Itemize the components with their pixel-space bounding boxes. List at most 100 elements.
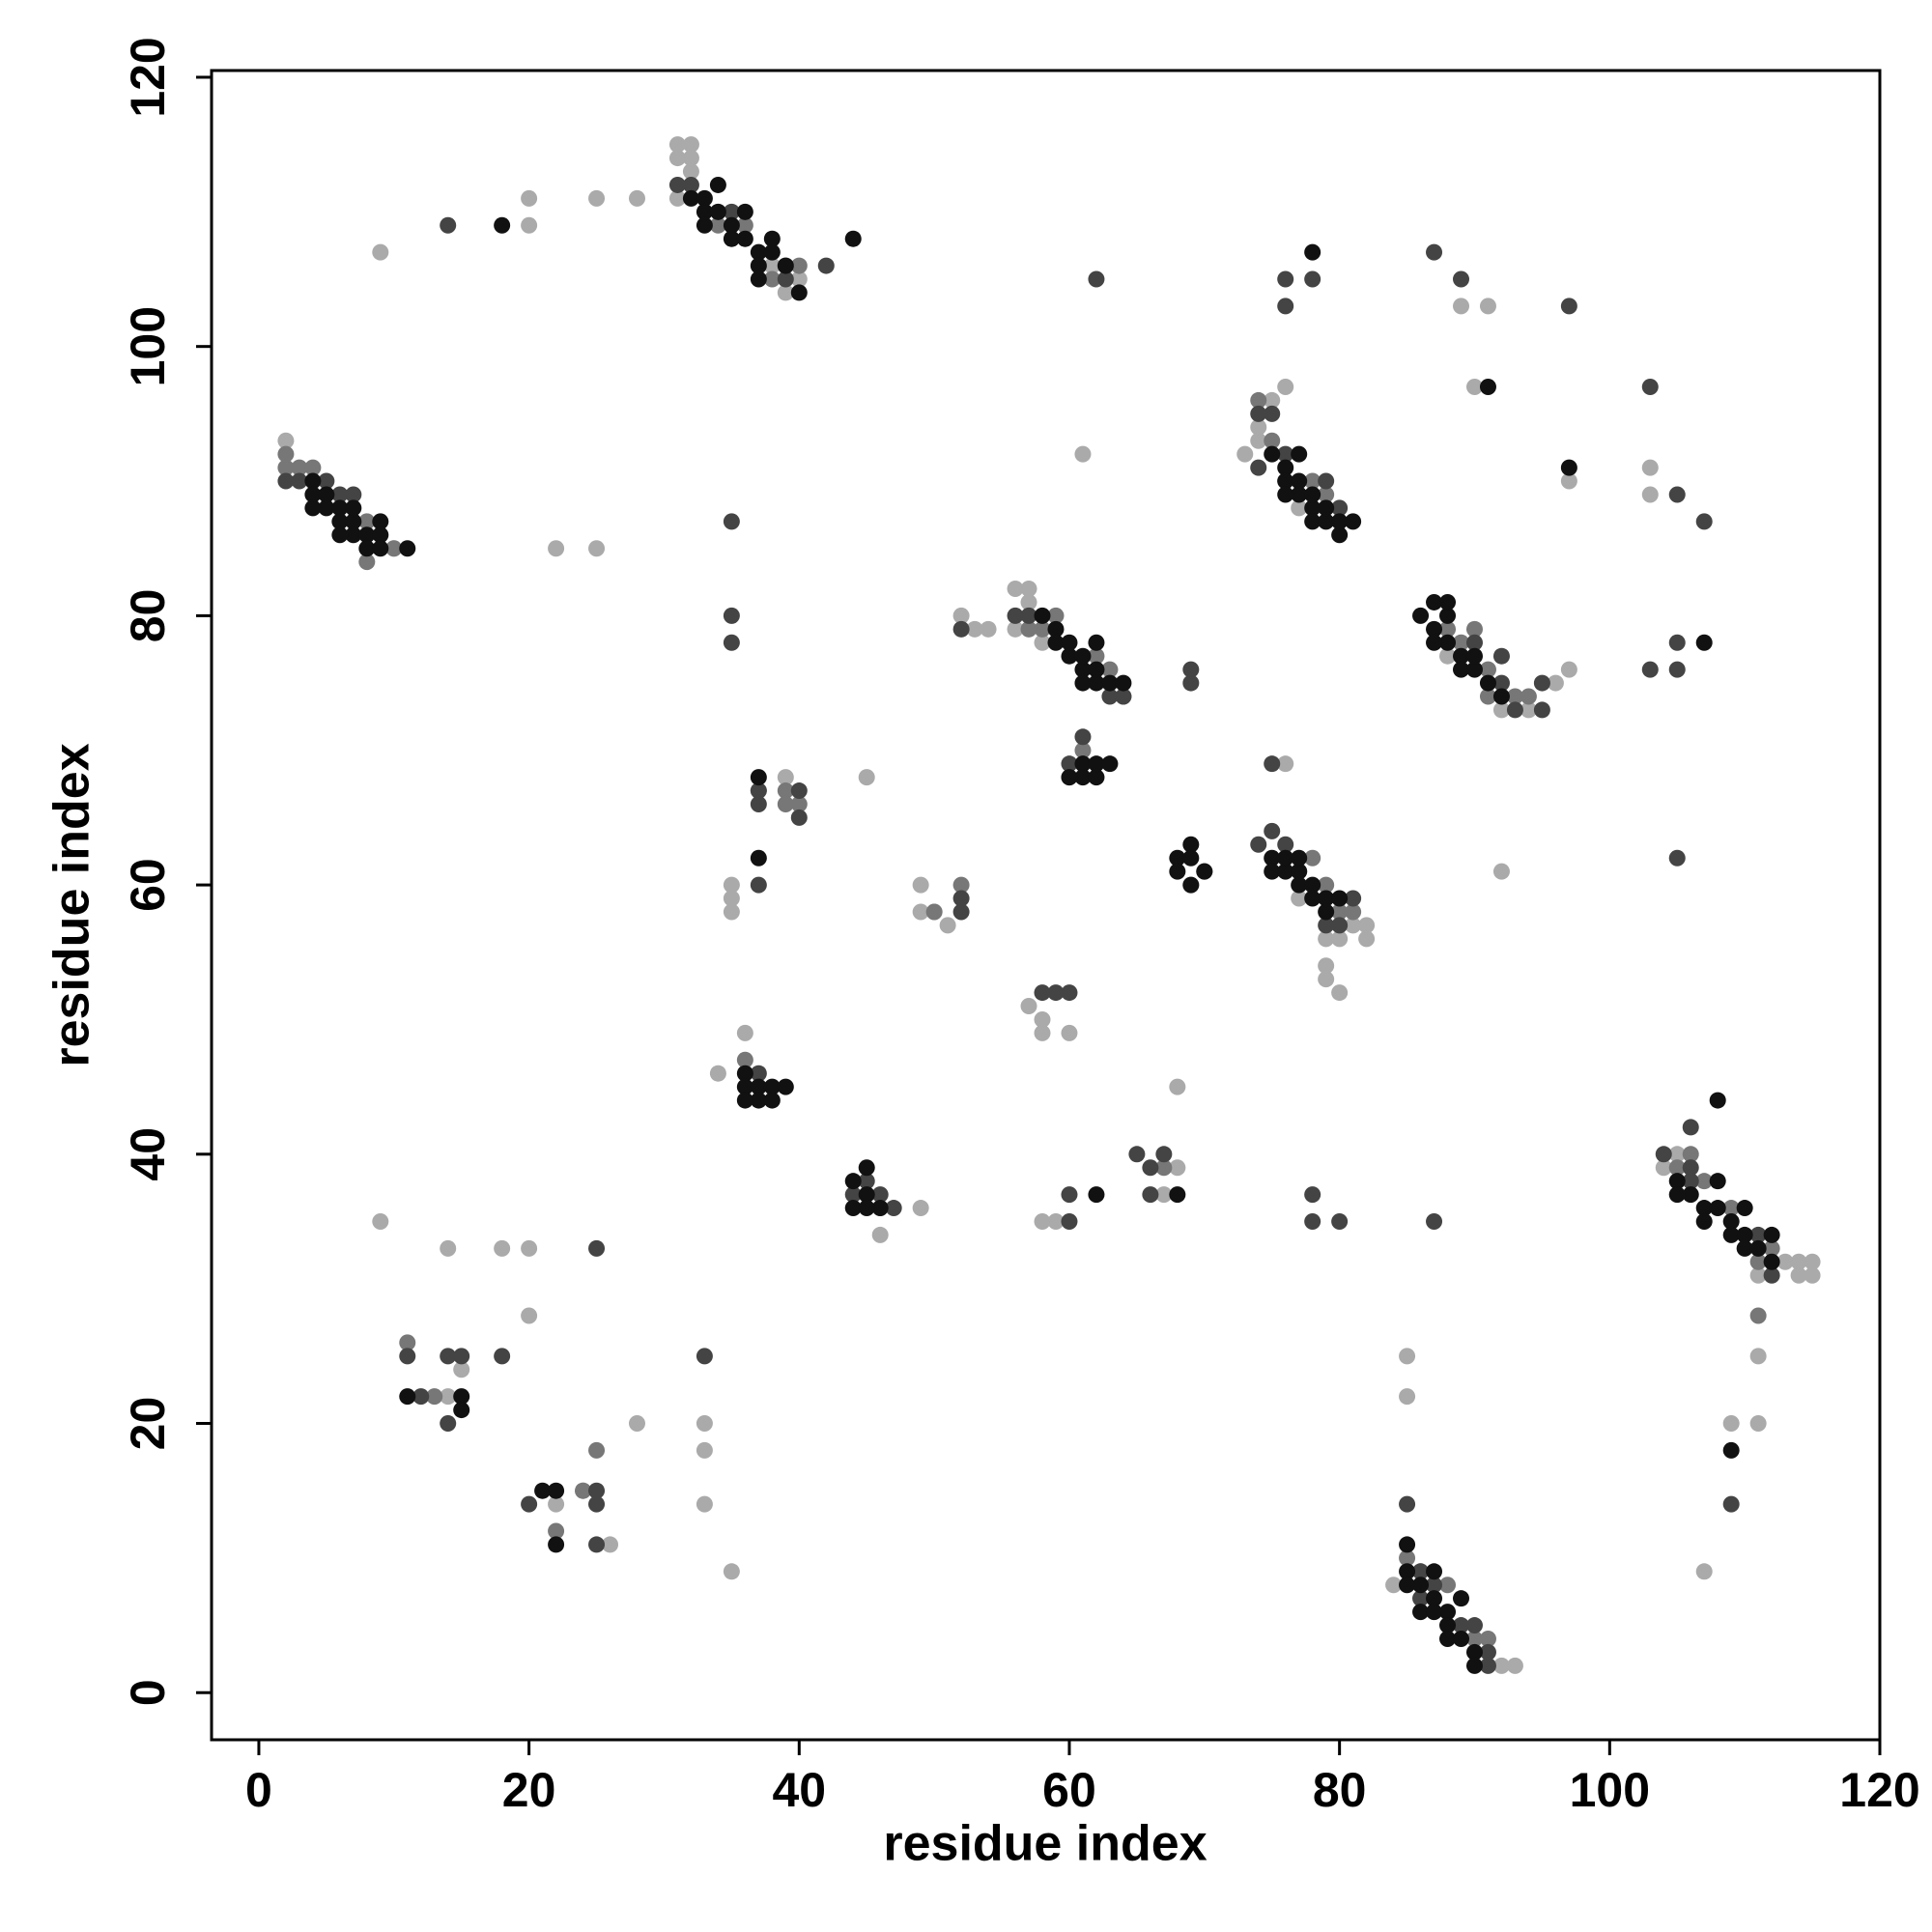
point xyxy=(1439,607,1457,624)
point xyxy=(1790,1253,1807,1270)
point xyxy=(521,216,538,234)
point xyxy=(723,634,740,651)
point xyxy=(440,1415,457,1433)
point xyxy=(1641,661,1659,678)
point xyxy=(1250,405,1267,422)
point xyxy=(1453,647,1470,665)
point xyxy=(1749,1226,1767,1243)
point xyxy=(1453,634,1470,651)
point xyxy=(440,1348,457,1365)
point xyxy=(1074,742,1092,759)
point xyxy=(1304,1186,1321,1204)
point xyxy=(817,257,835,274)
point xyxy=(331,499,349,517)
point xyxy=(1668,661,1686,678)
x-tick-label: 100 xyxy=(1570,1763,1650,1817)
point xyxy=(304,486,322,503)
point xyxy=(1668,1146,1686,1163)
point xyxy=(682,136,699,154)
point xyxy=(1061,634,1078,651)
point xyxy=(1277,486,1294,503)
point xyxy=(1426,1590,1443,1607)
point xyxy=(736,203,753,220)
point xyxy=(1331,513,1349,530)
point xyxy=(1722,1415,1740,1433)
point xyxy=(1492,688,1510,705)
point xyxy=(1291,876,1308,894)
point xyxy=(1479,1630,1496,1647)
point xyxy=(1479,378,1496,395)
point xyxy=(1465,661,1483,678)
point xyxy=(1020,998,1037,1015)
point xyxy=(790,284,808,301)
point xyxy=(1399,1563,1416,1580)
point xyxy=(453,1361,470,1378)
point xyxy=(1318,903,1335,921)
point xyxy=(736,1092,753,1109)
point xyxy=(1426,1212,1443,1230)
point xyxy=(1318,971,1335,988)
point xyxy=(1439,1630,1457,1647)
point xyxy=(1668,1186,1686,1204)
point xyxy=(385,540,403,557)
point xyxy=(1020,607,1037,624)
point xyxy=(723,1563,740,1580)
point xyxy=(1358,930,1376,948)
point xyxy=(1115,688,1132,705)
point xyxy=(1236,445,1254,463)
point xyxy=(412,1388,430,1406)
point xyxy=(1007,620,1024,638)
point xyxy=(1318,957,1335,975)
point xyxy=(1250,836,1267,853)
point xyxy=(790,257,808,274)
point xyxy=(1426,593,1443,611)
point xyxy=(1264,849,1281,867)
point xyxy=(790,809,808,826)
point xyxy=(844,1186,862,1204)
y-tick-label: 40 xyxy=(121,1127,175,1181)
point xyxy=(1736,1226,1753,1243)
point xyxy=(790,270,808,288)
x-tick-label: 120 xyxy=(1839,1763,1919,1817)
point xyxy=(844,230,862,247)
x-axis-title: residue index xyxy=(883,1816,1207,1872)
point xyxy=(736,230,753,247)
point xyxy=(1115,674,1132,692)
point xyxy=(521,1239,538,1257)
point xyxy=(1291,445,1308,463)
point xyxy=(682,189,699,207)
point xyxy=(521,189,538,207)
point xyxy=(1101,755,1119,773)
point xyxy=(777,795,794,812)
x-tick-label: 80 xyxy=(1313,1763,1367,1817)
point xyxy=(736,1078,753,1095)
point xyxy=(1655,1159,1672,1177)
point xyxy=(1560,661,1577,678)
point xyxy=(1277,472,1294,490)
point xyxy=(1412,1577,1430,1594)
point xyxy=(1088,1186,1105,1204)
point xyxy=(763,1092,781,1109)
y-tick-label: 120 xyxy=(121,37,175,117)
point xyxy=(696,189,713,207)
point xyxy=(1034,984,1051,1002)
point xyxy=(1277,298,1294,315)
point xyxy=(1304,890,1321,907)
point xyxy=(1465,1657,1483,1674)
point xyxy=(1331,930,1349,948)
point xyxy=(723,230,740,247)
point xyxy=(1695,1173,1713,1190)
point xyxy=(750,243,767,261)
point xyxy=(1074,728,1092,746)
point xyxy=(1804,1266,1821,1284)
point xyxy=(1277,378,1294,395)
point xyxy=(399,540,416,557)
point xyxy=(885,1200,902,1217)
point xyxy=(777,782,794,800)
point xyxy=(709,1065,726,1082)
point xyxy=(871,1200,889,1217)
point xyxy=(952,876,970,894)
point xyxy=(1034,634,1051,651)
point xyxy=(1695,1200,1713,1217)
